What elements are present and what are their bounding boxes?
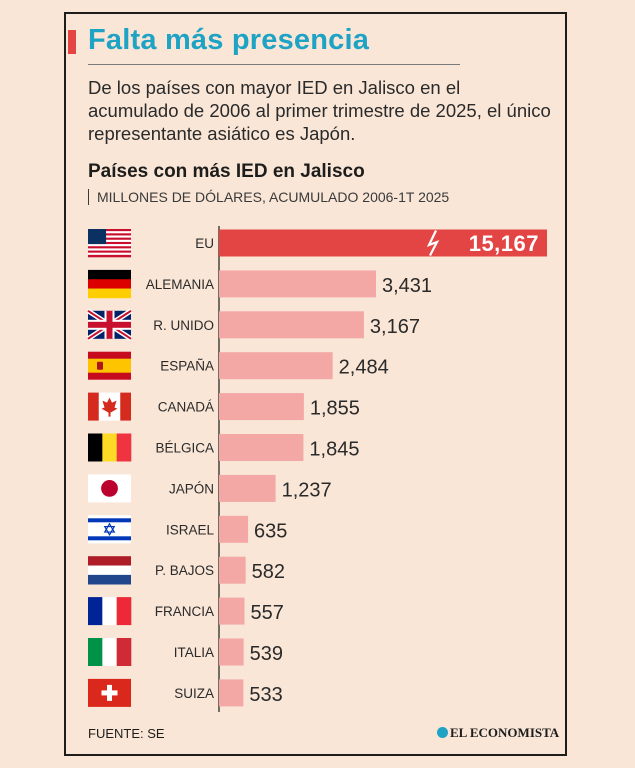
value-label: 1,855	[310, 398, 360, 420]
germany-flag-icon	[88, 269, 131, 299]
canada-flag-icon	[88, 392, 131, 421]
chart-title: Países con más IED en Jalisco	[88, 161, 365, 182]
value-label: 1,237	[282, 479, 332, 501]
usa-flag-icon	[88, 229, 131, 258]
belgium-flag-icon	[88, 433, 132, 462]
bar	[219, 474, 276, 502]
value-label: 582	[252, 561, 285, 583]
headline-divider	[88, 64, 460, 65]
bar	[219, 679, 244, 707]
value-label: 635	[254, 520, 287, 542]
bar	[219, 597, 245, 625]
bar	[219, 515, 249, 543]
source-note: FUENTE: SE	[88, 726, 165, 741]
israel-flag-icon	[88, 515, 131, 544]
category-label: ITALIA	[174, 645, 214, 660]
bar	[219, 434, 304, 461]
chart-subtitle: MILLONES DE DÓLARES, ACUMULADO 2006-1T 2…	[88, 189, 449, 205]
bar	[219, 352, 333, 380]
category-label: ISRAEL	[166, 522, 215, 537]
bar	[219, 638, 244, 666]
headline: Falta más presencia	[88, 24, 370, 56]
bar	[219, 556, 246, 584]
switzerland-flag-icon	[88, 678, 131, 707]
bar	[219, 311, 364, 339]
category-label: FRANCIA	[155, 604, 214, 619]
axis-break-icon	[426, 230, 440, 257]
category-label: P. BAJOS	[155, 563, 214, 578]
value-label: 2,484	[339, 357, 389, 379]
category-label: ESPAÑA	[160, 359, 214, 374]
value-label: 15,167	[469, 231, 539, 256]
value-label: 1,845	[309, 439, 359, 461]
france-flag-icon	[88, 597, 132, 626]
uk-flag-icon	[86, 308, 133, 341]
category-label: SUIZA	[174, 686, 214, 701]
category-label: EU	[195, 236, 214, 251]
category-label: ALEMANIA	[146, 277, 214, 292]
infographic-frame	[64, 12, 567, 756]
spain-flag-icon	[88, 351, 131, 380]
value-label: 3,431	[382, 275, 432, 297]
publisher-name: EL ECONOMISTA	[450, 725, 560, 740]
deck-text: De los países con mayor IED en Jalisco e…	[88, 77, 551, 144]
netherlands-flag-icon	[88, 556, 131, 585]
italy-flag-icon	[88, 638, 132, 666]
bar	[219, 393, 304, 421]
value-label: 539	[250, 643, 283, 665]
value-label: 533	[249, 684, 282, 706]
japan-flag-icon	[88, 474, 131, 503]
bar	[219, 270, 376, 298]
category-label: BÉLGICA	[155, 441, 214, 456]
title-accent-bar	[68, 30, 76, 54]
category-label: R. UNIDO	[153, 318, 214, 333]
value-label: 3,167	[370, 316, 420, 338]
category-label: CANADÁ	[158, 400, 214, 415]
value-label: 557	[250, 602, 283, 624]
category-label: JAPÓN	[169, 481, 214, 496]
publisher-logo: EL ECONOMISTA	[437, 725, 559, 741]
publisher-logo-icon	[437, 727, 448, 738]
bar-highlight	[219, 229, 547, 257]
